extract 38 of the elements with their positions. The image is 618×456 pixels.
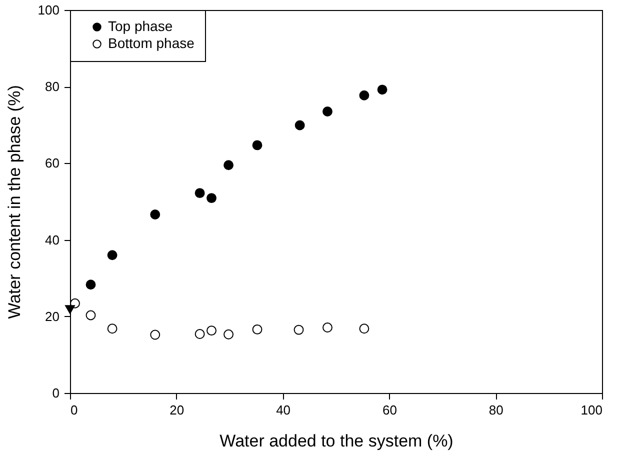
legend-label: Bottom phase [108,35,195,51]
y-tick-label: 20 [45,308,60,324]
legend-label: Top phase [108,18,173,34]
point [107,324,118,334]
y-tick-label: 40 [45,232,60,248]
point [86,280,96,290]
y-tick-label: 80 [45,79,60,94]
x-tick-label: 80 [488,402,504,418]
point [294,120,305,130]
point [206,193,216,204]
point [224,329,234,340]
point [150,210,160,220]
x-axis-title: Water added to the system (%) [220,432,454,450]
point [194,329,205,339]
x-tick-label: 100 [580,402,602,418]
y-tick-label: 100 [38,2,60,18]
point [107,250,118,260]
point [377,84,388,95]
point [294,324,304,335]
point [359,90,370,100]
point [359,324,370,334]
y-tick-label: 0 [52,386,60,400]
x-tick-label: 0 [70,402,78,418]
point [224,160,234,170]
point [86,310,96,320]
x-tick-label: 20 [170,402,184,418]
y-tick-label: 60 [45,156,60,171]
x-tick-label: 40 [276,402,291,418]
point [322,322,332,332]
point [206,326,216,336]
point [65,305,75,314]
y-axis-title: Water content in the phase (%) [4,85,24,319]
point [150,330,160,340]
point [252,324,262,334]
point [194,188,205,198]
point [322,106,332,116]
x-tick-label: 60 [382,402,397,418]
point [252,140,262,150]
